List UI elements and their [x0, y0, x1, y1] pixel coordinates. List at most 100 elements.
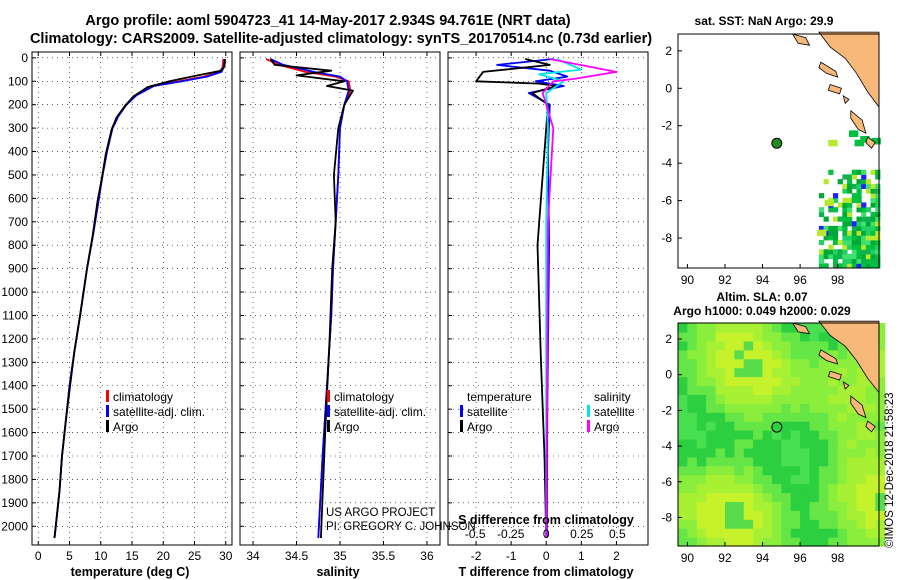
sla-cell: [771, 474, 782, 485]
sla-cell: [781, 376, 792, 387]
sla-cell: [696, 483, 707, 494]
sst-cell: [847, 253, 853, 260]
sst-cell: [832, 253, 839, 260]
x-tick-label: 0: [35, 549, 42, 563]
sla-cell: [734, 501, 745, 511]
sst-cell: [837, 225, 843, 232]
sla-cell: [696, 367, 707, 378]
sst-cell: [818, 211, 825, 218]
sla-cell: [828, 394, 839, 404]
sla-cell: [753, 465, 764, 476]
sla-cell: [753, 430, 764, 440]
sla-cell: [865, 456, 876, 467]
sla-cell: [696, 501, 707, 511]
sst-cell: [847, 258, 853, 264]
sla-cell: [781, 385, 792, 395]
sla-cell: [762, 474, 773, 485]
sst-cell: [851, 174, 857, 180]
sla-cell: [818, 340, 829, 351]
sst-cell: [842, 188, 848, 194]
temperature-xlabel: temperature (deg C): [71, 565, 190, 579]
sla-cell: [678, 519, 688, 529]
sla-cell: [771, 403, 782, 413]
t-difference-x-axis: -2 -1 0 1 2: [471, 52, 620, 563]
sla-cell: [856, 367, 867, 378]
sst-cell: [837, 179, 843, 185]
sst-cell: [837, 263, 843, 269]
sst-cell: [832, 216, 839, 222]
sst-cell: [870, 263, 876, 269]
sst-cell: [842, 244, 848, 250]
sla-cell: [762, 349, 773, 360]
depth-tick-label: 600: [8, 191, 28, 205]
sla-cell: [734, 331, 745, 342]
sla-cell: [771, 483, 782, 494]
depth-tick-label: 1100: [2, 308, 28, 322]
sla-cell: [790, 412, 801, 422]
sla-cell: [678, 438, 688, 449]
sla-cell: [781, 367, 792, 378]
sst-cell: [856, 207, 862, 213]
sla-cell: [828, 510, 839, 520]
sla-cell: [828, 456, 839, 467]
sla-cell: [809, 358, 820, 369]
sla-cell: [771, 376, 782, 387]
sst-cell: [818, 239, 825, 246]
s-diff-tick-label: -0.25: [497, 527, 525, 541]
sla-cell: [771, 385, 782, 395]
sla-cell: [856, 465, 867, 476]
legend-swatch-satellite: [327, 405, 330, 417]
sst-cell: [842, 225, 848, 232]
sst-cell: [847, 239, 853, 246]
sla-cell: [687, 501, 698, 511]
sst-cell: [861, 169, 867, 175]
sst-cell: [847, 197, 853, 203]
sla-cell: [753, 456, 764, 467]
sla-cell: [856, 510, 867, 520]
sla-cell: [847, 528, 858, 538]
sst-cell: [847, 174, 853, 180]
sla-cell: [715, 358, 726, 369]
sla-cell: [800, 465, 811, 476]
sst-cell: [837, 239, 843, 246]
sla-cell: [790, 510, 801, 520]
sst-cell: [856, 197, 862, 203]
sla-cell: [762, 465, 773, 476]
sla-cell: [790, 501, 801, 511]
sla-cell: [696, 412, 707, 422]
s-diff-tick-label: 0: [543, 527, 550, 541]
sla-cell: [762, 412, 773, 422]
sla-cell: [837, 376, 848, 387]
sst-cell: [842, 221, 848, 227]
x-tick-label: 2: [613, 549, 620, 563]
sla-cell: [696, 430, 707, 440]
sla-cell: [828, 528, 839, 538]
sst-cell: [856, 179, 862, 185]
difference-lines: [475, 58, 618, 539]
sst-cell: [875, 216, 881, 222]
legend-label-climatology: climatology: [334, 390, 394, 404]
sla-cell: [875, 519, 886, 529]
sla-cell: [715, 340, 726, 351]
sst-cell: [875, 221, 881, 227]
sla-cell: [715, 483, 726, 494]
sla-cell: [790, 456, 801, 467]
sla-cell: [809, 519, 820, 529]
sla-cell: [790, 447, 801, 458]
sla-cell: [678, 412, 688, 422]
series-line-temperature-argo: [475, 58, 558, 539]
sla-cell: [865, 430, 876, 440]
temperature-panel: 0100200300400500600700800900100011001200…: [1, 51, 452, 579]
lat-tick-label: 0: [665, 81, 672, 95]
sla-cell: [734, 376, 745, 387]
sst-cell: [861, 216, 867, 222]
sla-cell: [696, 492, 707, 502]
sla-cell: [762, 367, 773, 378]
temperature-legend: climatology satellite-adj. clim. Argo: [106, 390, 205, 434]
sst-cell: [865, 207, 872, 213]
series-line-satellite-adj-clim-: [53, 58, 226, 539]
sla-cell: [790, 340, 801, 351]
sla-cell: [865, 403, 876, 413]
sst-cell: [817, 229, 827, 237]
sla-cell: [781, 483, 792, 494]
